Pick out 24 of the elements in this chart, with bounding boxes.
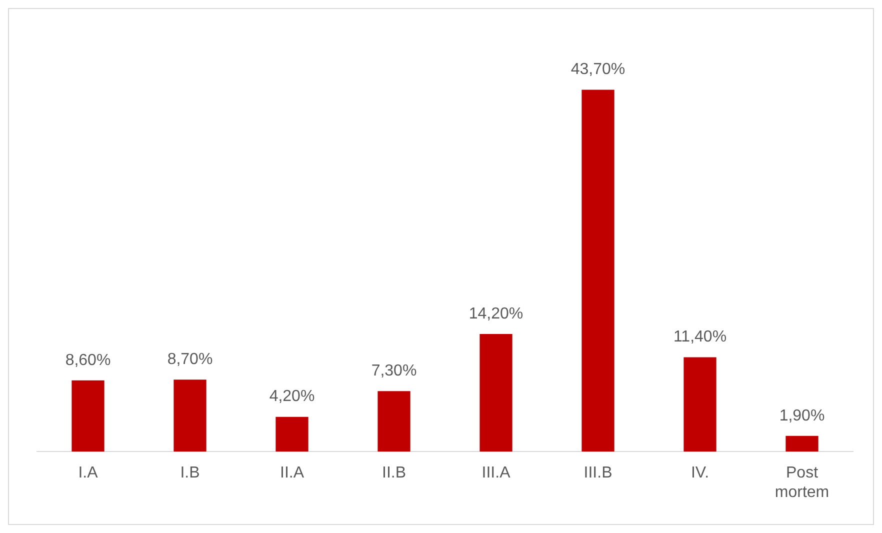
bar <box>786 436 818 452</box>
x-tick-label: III.A <box>482 464 511 482</box>
data-label: 1,90% <box>779 407 825 424</box>
bar <box>174 380 206 452</box>
data-label: 4,20% <box>269 388 315 406</box>
data-label: 14,20% <box>468 305 524 322</box>
data-label: 43,70% <box>570 61 626 78</box>
bar <box>72 380 104 452</box>
bar <box>378 391 410 452</box>
x-tick-label: III.B <box>584 464 612 482</box>
data-label: 8,70% <box>167 350 213 368</box>
x-tick-label: I.A <box>78 464 98 482</box>
bar <box>582 90 614 452</box>
data-label: 7,30% <box>371 362 417 380</box>
x-tick-label: II.B <box>382 464 406 482</box>
x-tick-label: IV. <box>690 464 710 482</box>
x-tick-label: I.B <box>180 464 200 482</box>
bar <box>684 357 716 452</box>
x-tick-label: II.A <box>280 464 304 482</box>
data-label: 11,40% <box>673 328 727 346</box>
bar <box>480 334 512 452</box>
x-tick-label: Post mortem <box>774 464 830 501</box>
data-label: 8,60% <box>65 352 111 369</box>
bar <box>276 416 308 452</box>
